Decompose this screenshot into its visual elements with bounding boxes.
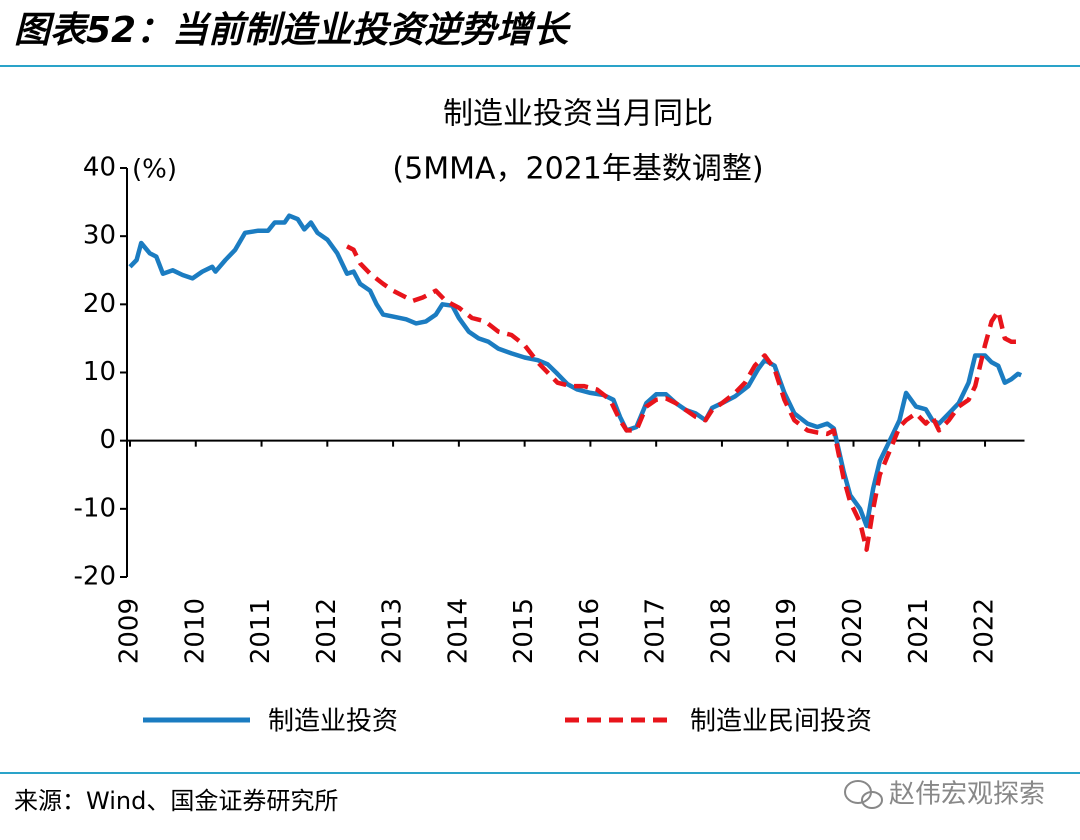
source: 来源：Wind、国金证券研究所 [14, 787, 338, 815]
x-tick-label: 2017 [641, 598, 671, 664]
x-tick-label: 2013 [378, 598, 408, 664]
chart-subtitle: (5MMA，2021年基数调整) [392, 152, 763, 187]
legend-label: 制造业民间投资 [690, 707, 872, 737]
chart-title: 制造业投资当月同比 [443, 97, 713, 132]
series-line [345, 244, 1018, 552]
x-tick-label: 2019 [772, 598, 802, 664]
x-tick-label: 2014 [443, 598, 473, 664]
x-tick-label: 2020 [838, 598, 868, 664]
x-tick-label: 2016 [575, 598, 605, 664]
x-tick-label: 2009 [115, 598, 145, 664]
x-tick-label: 2018 [706, 598, 736, 664]
watermark-icon [844, 780, 883, 809]
watermark: 赵伟宏观探索 [889, 780, 1045, 810]
y-tick-label: 10 [83, 357, 116, 387]
x-tick-label: 2011 [246, 598, 276, 664]
y-unit: (%) [132, 155, 177, 185]
y-tick-label: 40 [83, 153, 116, 183]
y-tick-label: 0 [99, 425, 116, 455]
x-tick-label: 2012 [312, 598, 342, 664]
series-line [128, 213, 1023, 529]
legend-label: 制造业投资 [268, 707, 398, 737]
y-tick-label: -10 [74, 493, 116, 523]
plot: -20 -10 0 10 20 30 40 2009 2010 2011 2012 2013 2014 2… [74, 153, 1025, 737]
y-tick-label: 30 [83, 221, 116, 251]
x-tick-label: 2010 [180, 598, 210, 664]
x-tick-label: 2021 [904, 598, 934, 664]
x-tick-label: 2022 [970, 598, 1000, 664]
y-tick-label: 20 [83, 289, 116, 319]
x-tick-label: 2015 [509, 598, 539, 664]
y-tick-label: -20 [74, 562, 116, 592]
header-title: 图表52：当前制造业投资逆势增长 [14, 10, 571, 51]
